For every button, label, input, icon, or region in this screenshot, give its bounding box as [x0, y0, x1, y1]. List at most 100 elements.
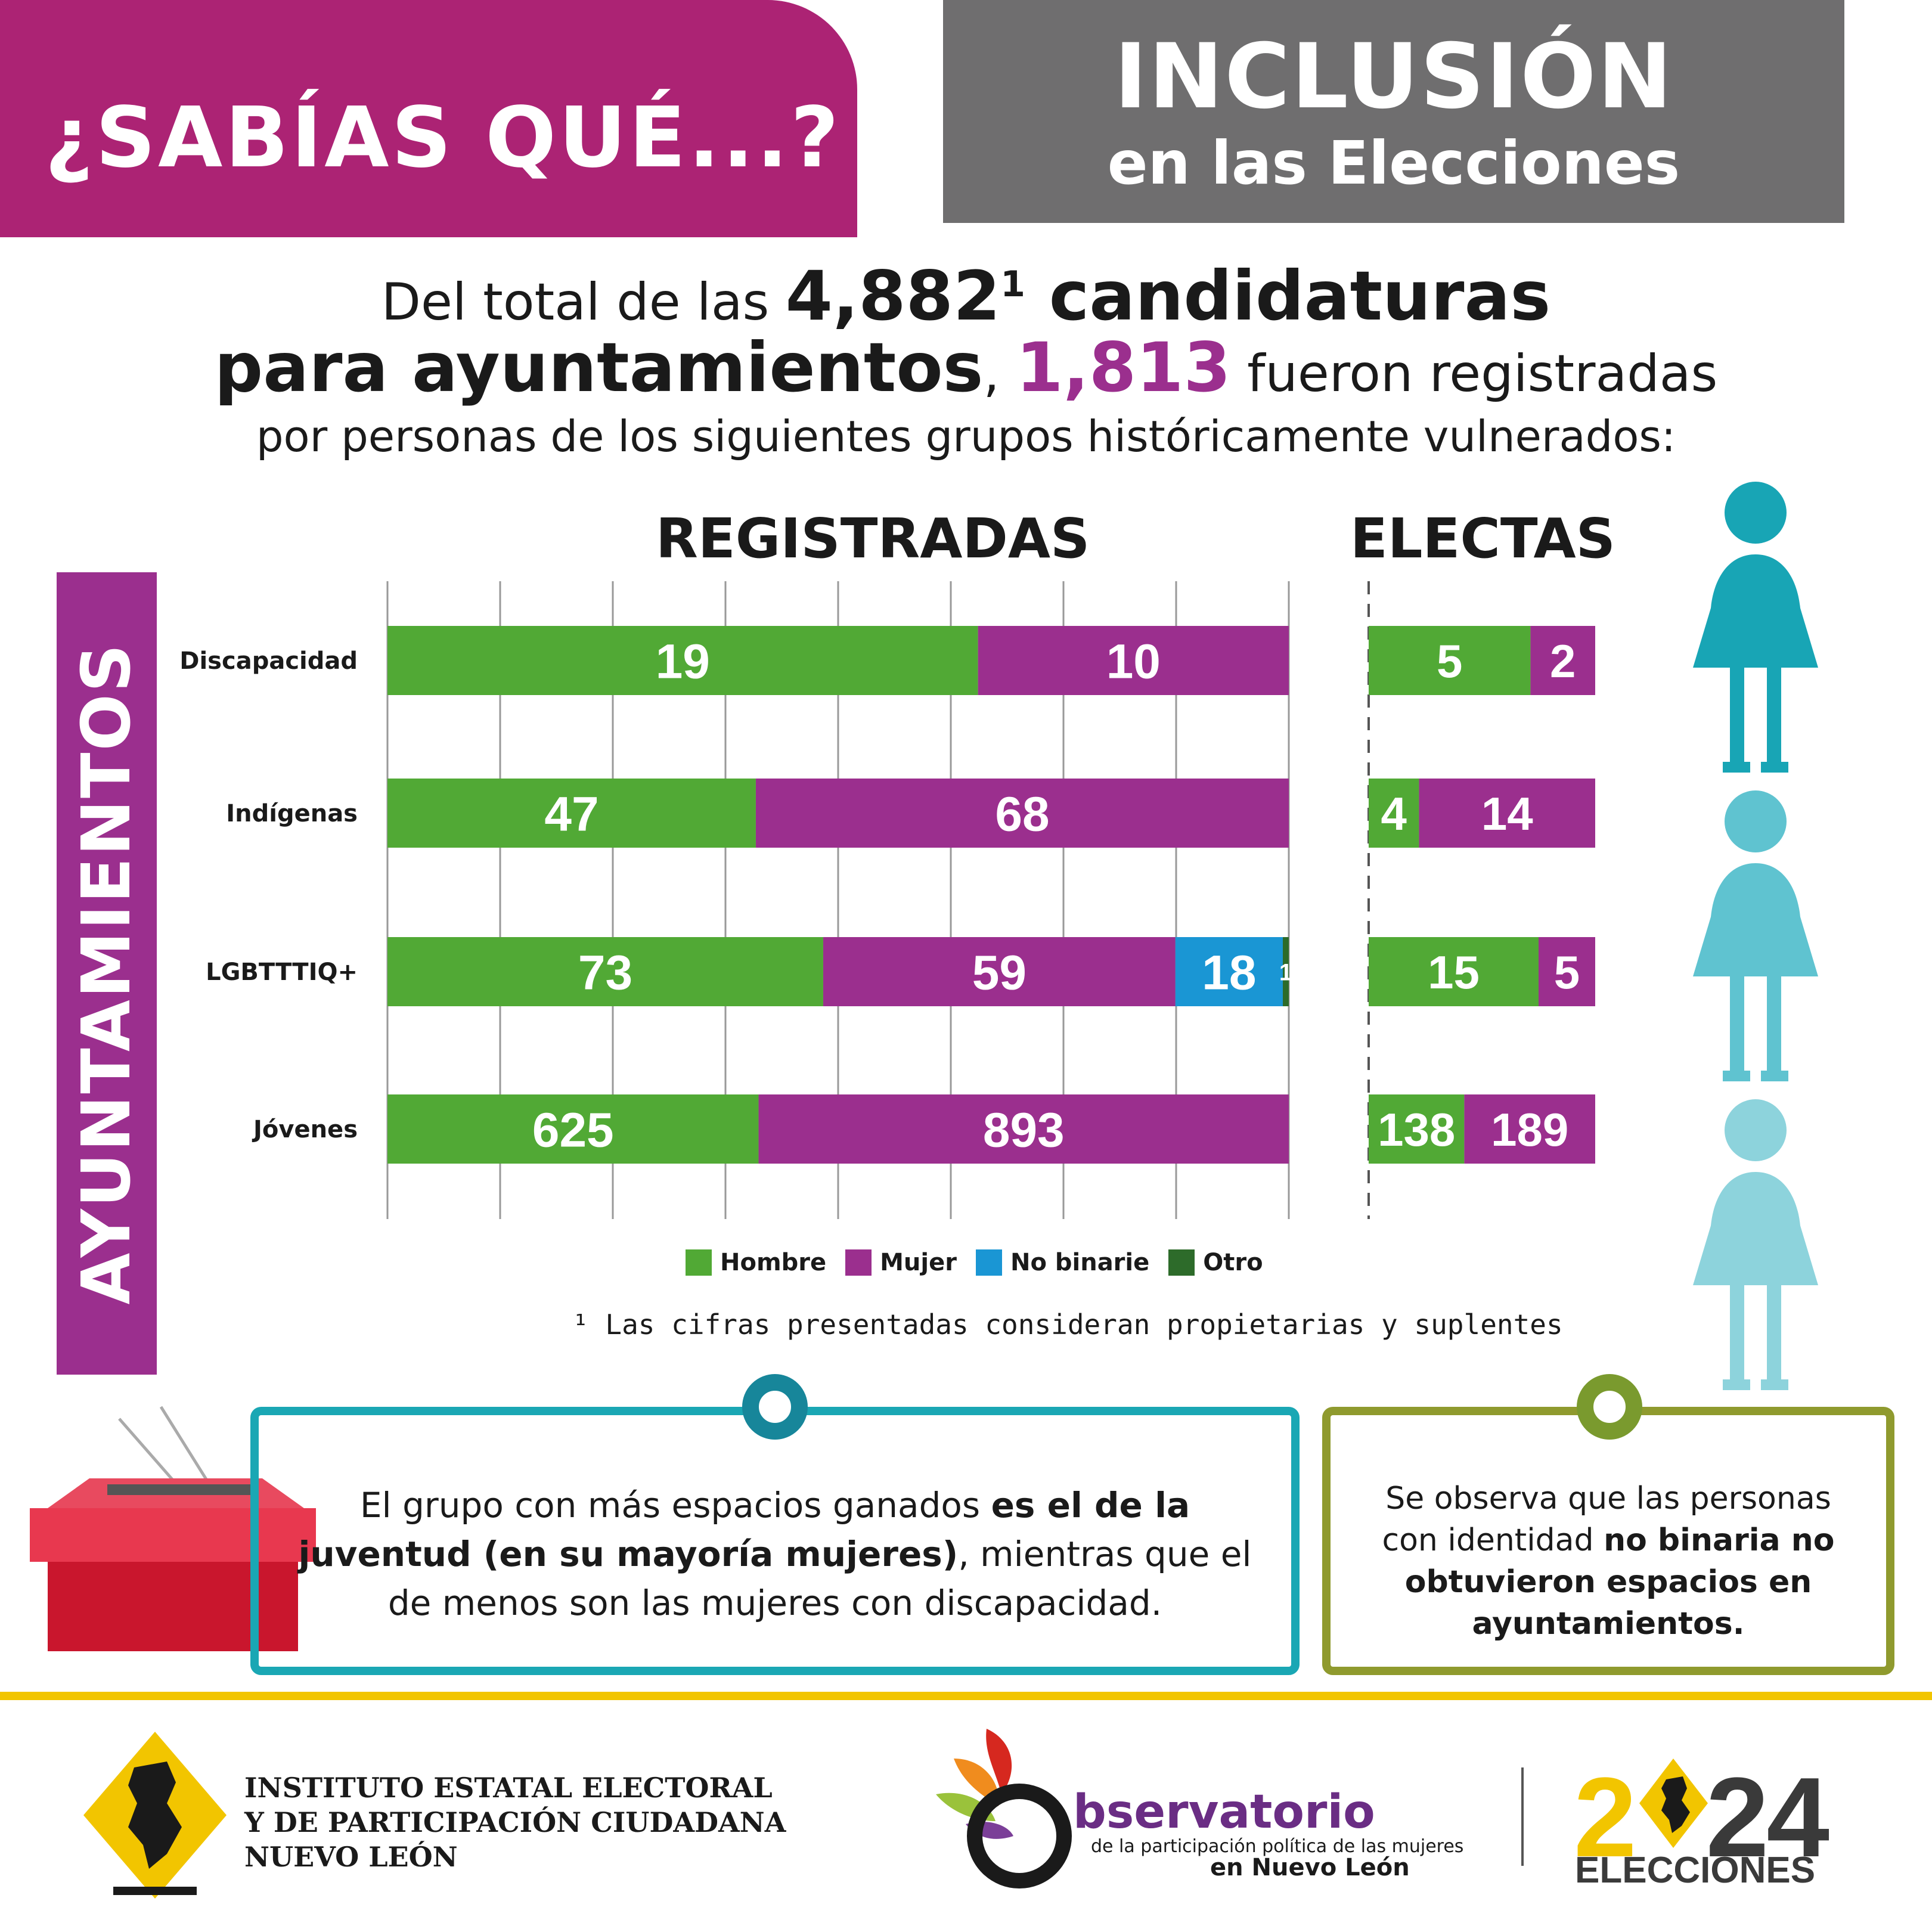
observatorio-logo-icon [936, 1729, 1072, 1888]
iee-name-line: Y DE PARTICIPACIÓN CIUDADANA [244, 1806, 786, 1838]
footer-separator [1521, 1767, 1524, 1866]
bar-segment-mujer [1539, 937, 1595, 1006]
category-label: Jóvenes [252, 1116, 358, 1143]
category-label: LGBTTTIQ+ [206, 959, 358, 986]
category-label: Discapacidad [179, 647, 358, 675]
header-title-box: ¿SABÍAS QUÉ...? [0, 0, 857, 237]
chart-title-registradas: REGISTRADAS [656, 507, 1090, 570]
observatorio-subtitle-2: en Nuevo León [1210, 1854, 1410, 1881]
legend-item-mujer: Mujer [845, 1249, 957, 1276]
bar-value-label: 19 [656, 635, 710, 689]
bar-segment-mujer [755, 779, 1289, 848]
header-topic-box: INCLUSIÓN en las Elecciones [943, 0, 1844, 223]
header-title: ¿SABÍAS QUÉ...? [45, 89, 842, 187]
bar-segment-mujer [1419, 779, 1595, 848]
legend-swatch-mujer [845, 1249, 872, 1276]
note-text: , mientras que el de menos son las mujer… [387, 1534, 1252, 1623]
legend-item-no-binarie: No binarie [975, 1249, 1150, 1276]
legend-item-otro: Otro [1168, 1249, 1263, 1276]
chart-canvas: 19 10 Discapacidad 47 68 Indígenas 73 59 18 1 LGBT… [179, 581, 1595, 1219]
intro-line-1: Del total de las 4,8821 candidaturas [0, 256, 1932, 336]
nuevo-leon-map-icon [1639, 1759, 1708, 1848]
year-digits: 24 [1705, 1754, 1829, 1881]
year-digit: 2 [1574, 1754, 1637, 1881]
bar-value-label: 189 [1491, 1103, 1568, 1156]
bar-value-label: 59 [972, 946, 1027, 1000]
intro-text-bold: para ayuntamientos [214, 328, 984, 407]
bar-value-label: 138 [1378, 1103, 1455, 1156]
intro-line-3: por personas de los siguientes grupos hi… [256, 411, 1676, 461]
iee-name-line: NUEVO LEÓN [244, 1841, 458, 1873]
footnote-marker: 1 [1000, 263, 1026, 305]
bar-segment-hombre [387, 779, 756, 848]
bar-value-label: 5 [1437, 635, 1462, 687]
note-box-juventud: El grupo con más espacios ganados es el … [250, 1407, 1300, 1675]
bar-value-label: 2 [1550, 635, 1576, 687]
category-label: Indígenas [226, 800, 358, 827]
bar-segment-mujer [1530, 626, 1595, 695]
intro-text-bold: candidaturas [1025, 256, 1551, 336]
woman-figure-icon [1693, 790, 1818, 1081]
year-logo: 2 24 [1574, 1753, 1829, 1883]
bar-value-label: 15 [1428, 946, 1480, 998]
registered-count: 1,813 [1016, 328, 1231, 407]
observatorio-title: bservatorio [1073, 1785, 1375, 1839]
bar-value-label: 73 [578, 946, 632, 1000]
note-box-no-binaria: Se observa que las personas con identida… [1322, 1407, 1894, 1675]
observatorio-subtitle: de la participación política de las muje… [1091, 1836, 1464, 1857]
iee-name: INSTITUTO ESTATAL ELECTORAL Y DE PARTICI… [244, 1770, 786, 1874]
note-text-juventud: El grupo con más espacios ganados es el … [294, 1481, 1255, 1627]
topic-title: INCLUSIÓN [1114, 25, 1674, 129]
iee-logo-icon [83, 1732, 227, 1899]
bar-segment-no-binarie [1175, 937, 1283, 1006]
bar-segment-mujer [758, 1094, 1289, 1164]
bar-value-label: 47 [544, 787, 598, 842]
bar-segment-hombre [1369, 626, 1531, 695]
side-label-box: AYUNTAMIENTOS [57, 572, 157, 1375]
topic-subtitle: en las Elecciones [1107, 128, 1680, 198]
legend-item-hombre: Hombre [686, 1249, 826, 1276]
bar-value-label: 68 [995, 787, 1049, 842]
footer-divider [0, 1692, 1932, 1700]
bar-value-label: 5 [1554, 946, 1580, 998]
intro-text: fueron registradas [1230, 344, 1718, 404]
bar-segment-hombre [387, 626, 978, 695]
bar-segment-hombre [1369, 937, 1539, 1006]
legend: Hombre Mujer No binarie Otro [686, 1249, 1263, 1276]
bar-segment-mujer [978, 626, 1289, 695]
woman-figure-icon [1693, 1099, 1818, 1390]
note-text-bold: no binaria no obtuvieron espacios en ayu… [1404, 1522, 1835, 1642]
legend-label: No binarie [1010, 1249, 1150, 1276]
bar-segment-hombre [1369, 779, 1419, 848]
legend-label: Hombre [720, 1249, 827, 1276]
ring-icon [742, 1374, 808, 1440]
intro-line-2: para ayuntamientos, 1,813 fueron registr… [0, 328, 1932, 407]
bar-segment-mujer [1464, 1094, 1595, 1164]
note-text-no-binaria: Se observa que las personas con identida… [1354, 1478, 1862, 1645]
elecciones-label: ELECCIONES [1575, 1850, 1816, 1891]
footnote: ¹ Las cifras presentadas consideran prop… [572, 1308, 1563, 1341]
legend-label: Mujer [880, 1249, 957, 1276]
chart-title-electas: ELECTAS [1350, 507, 1615, 570]
bar-value-label: 1 [1279, 959, 1292, 985]
bar-value-label: 4 [1381, 787, 1407, 840]
intro-text: Del total de las [381, 272, 786, 332]
bar-segment-otro [1282, 937, 1289, 1006]
legend-swatch-no-binarie [975, 1249, 1002, 1276]
bar-value-label: 10 [1106, 635, 1161, 689]
legend-swatch-hombre [686, 1249, 712, 1276]
bar-value-label: 14 [1481, 787, 1533, 840]
ring-icon [1577, 1374, 1642, 1440]
legend-swatch-otro [1168, 1249, 1195, 1276]
bar-segment-mujer [823, 937, 1176, 1006]
legend-label: Otro [1203, 1249, 1263, 1276]
bar-segment-hombre [1369, 1094, 1465, 1164]
bar-value-label: 625 [532, 1103, 614, 1158]
bar-segment-hombre [387, 937, 823, 1006]
note-text-bold: es el de la juventud (en su mayoría muje… [298, 1485, 1190, 1574]
note-text: El grupo con más espacios ganados [359, 1485, 991, 1525]
bar-segment-hombre [387, 1094, 759, 1164]
intro-comma: , [983, 344, 1016, 404]
bar-value-label: 18 [1202, 946, 1256, 1000]
woman-figure-icon [1693, 482, 1818, 773]
